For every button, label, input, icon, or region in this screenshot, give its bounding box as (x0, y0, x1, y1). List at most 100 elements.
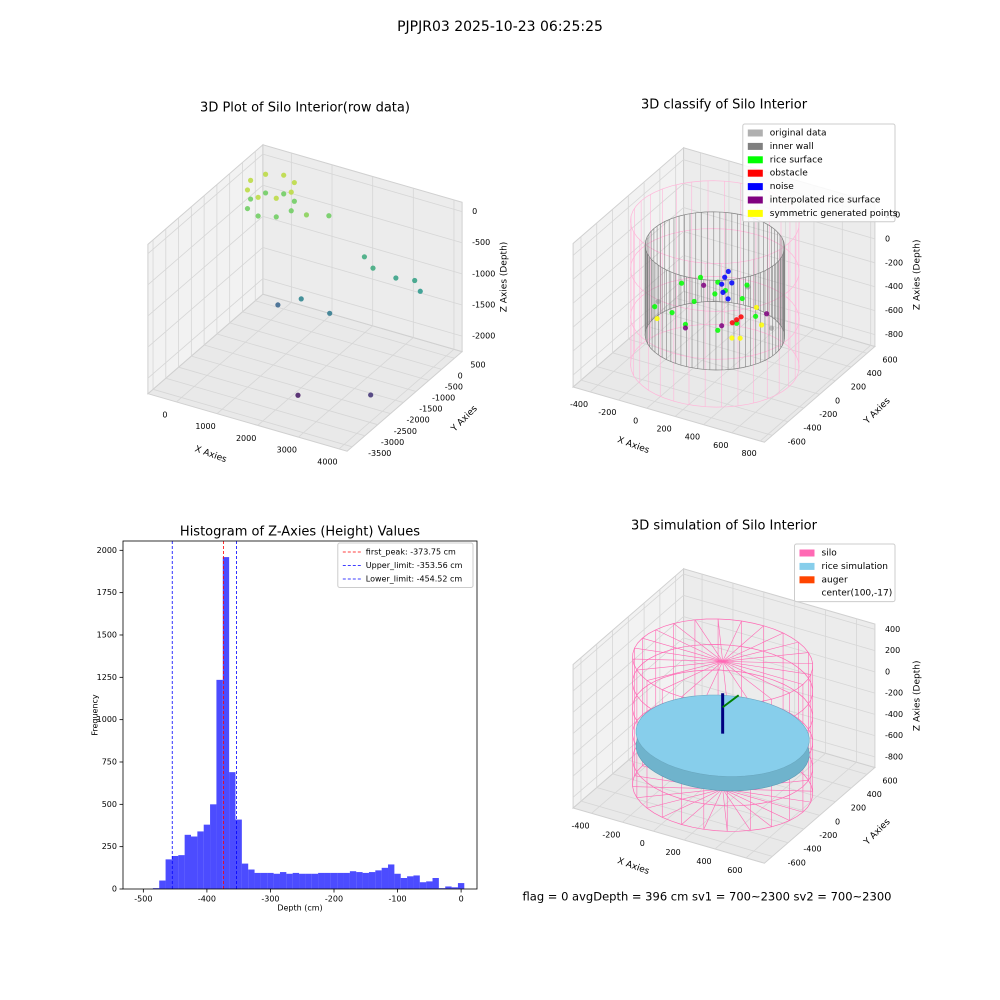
histogram-bar (248, 869, 255, 889)
y-tick-label: -1000 (432, 394, 455, 403)
grid-line (683, 207, 876, 264)
grid-line (572, 658, 684, 756)
x-tick-label: 800 (741, 449, 756, 458)
grid-line (683, 594, 876, 651)
grid-line (612, 352, 805, 409)
data-point (729, 280, 735, 286)
data-point (729, 335, 735, 341)
grid-line (229, 322, 429, 381)
grid-line (683, 658, 876, 715)
x-tick-label: 0 (162, 410, 167, 419)
cylinder-ring (630, 323, 800, 408)
z-tick-label: -600 (885, 731, 903, 740)
x-tick-label: 400 (685, 433, 700, 442)
histogram-bar (260, 872, 268, 889)
histogram-bar (343, 872, 350, 889)
legend-box (794, 543, 896, 603)
data-point (244, 205, 251, 212)
data-point (701, 282, 707, 288)
data-point (715, 279, 721, 285)
cylinder-spoke (722, 641, 799, 662)
data-point (295, 392, 301, 398)
z-tick-label: 400 (885, 625, 900, 634)
rice-surface (635, 694, 810, 777)
histogram-bar (394, 873, 401, 889)
histogram-bar (229, 772, 236, 889)
z-tick-label: -400 (885, 282, 903, 291)
cylinder-spoke (632, 658, 723, 662)
z-tick-label: -600 (885, 306, 903, 315)
data-point (273, 195, 279, 201)
x-tick-label: 2000 (236, 434, 256, 443)
data-point (417, 288, 423, 294)
grid-line (572, 183, 684, 280)
cylinder-spoke (722, 661, 804, 685)
data-point (244, 187, 251, 193)
data-point (764, 311, 770, 317)
grid-line (216, 333, 417, 392)
data-point (725, 296, 731, 302)
grid-line (147, 278, 264, 379)
x-tick-label: -200 (325, 895, 343, 904)
data-point (697, 274, 704, 280)
x-tick-label: -400 (570, 400, 588, 409)
x-tick-label: 0 (640, 839, 645, 848)
histogram-bar (267, 872, 274, 889)
grid-line (572, 159, 684, 256)
z-tick-label: -200 (885, 689, 903, 698)
histogram-bar (362, 872, 369, 889)
histogram-bar (152, 888, 160, 889)
histogram-bar (292, 872, 300, 889)
y-tick-label: -2000 (406, 416, 429, 425)
z-axis-label: Z Axies (Depth) (912, 661, 922, 732)
grid-line (572, 637, 684, 734)
histogram-bar (407, 876, 414, 889)
histogram-bar (413, 875, 420, 889)
legend-swatch (747, 209, 763, 217)
cylinder-spoke (636, 661, 723, 671)
grid-line (580, 379, 773, 436)
grid-line (298, 337, 414, 438)
legend-label: Upper_limit: -353.56 cm (366, 561, 463, 570)
cylinder-spoke (642, 637, 723, 662)
grid-line (176, 302, 292, 403)
data-point (281, 191, 287, 197)
histogram-bar (330, 872, 338, 889)
histogram-bar (222, 557, 230, 889)
legend-label: rice surface (770, 155, 823, 165)
cylinder-spoke (722, 661, 813, 664)
histogram-bar (203, 824, 211, 889)
histogram-bar (216, 679, 223, 889)
cylinder-spoke (722, 788, 772, 828)
side-pane (262, 144, 463, 353)
z-tick-label: -1000 (472, 269, 495, 278)
legend-box (337, 542, 474, 588)
legend-label: center(100,-17) (822, 589, 893, 599)
histogram-bar (235, 819, 242, 889)
grid-line (262, 247, 463, 306)
data-point (275, 302, 281, 308)
y-tick-label: 1750 (97, 588, 117, 597)
grid-line (580, 800, 773, 857)
x-tick-label: 600 (727, 866, 742, 875)
data-point (715, 327, 721, 333)
y-tick-label: -600 (788, 437, 806, 446)
cylinder-spoke (722, 661, 751, 704)
histogram-bar (324, 872, 331, 889)
data-point (719, 281, 725, 287)
histogram-bar (197, 831, 204, 889)
legend-label: silo (822, 549, 838, 559)
histogram-bar (273, 873, 280, 889)
x-tick-label: 200 (665, 848, 680, 857)
x-tick-label: 400 (696, 857, 711, 866)
histogram-bar (279, 872, 287, 889)
histogram-bar (419, 882, 427, 889)
x-tick-label: -400 (198, 895, 216, 904)
legend-label: interpolated rice surface (770, 196, 881, 206)
cylinder-spoke (655, 629, 723, 662)
z-tick-label: 200 (885, 646, 900, 655)
grid-line (178, 366, 378, 426)
histogram-bar (241, 863, 249, 889)
legend-label: original data (770, 129, 827, 139)
cylinder-spoke (646, 788, 723, 809)
